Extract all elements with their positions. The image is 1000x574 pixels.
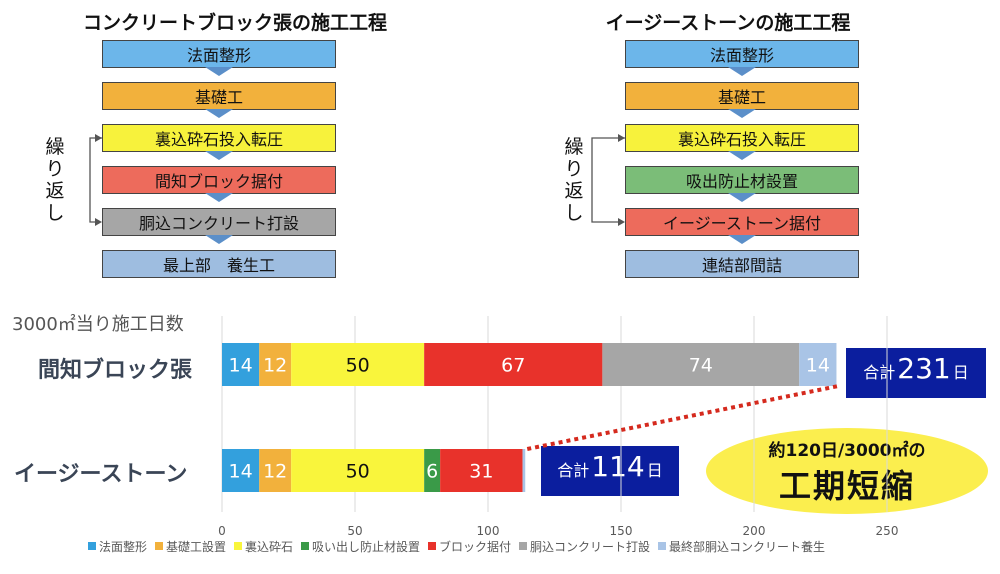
total-value: 114	[591, 450, 645, 483]
legend-swatch	[234, 542, 242, 550]
flow-title-block: コンクリートブロック張の施工工程	[82, 12, 387, 34]
flow-arrow	[205, 235, 233, 244]
legend-label: 吸い出し防止材設置	[312, 539, 420, 554]
data-label: 14	[229, 461, 253, 483]
flow-arrow	[205, 193, 233, 202]
x-tick-label: 250	[876, 524, 899, 538]
data-label: 50	[346, 355, 370, 377]
x-tick-label: 150	[610, 524, 633, 538]
data-label: 14	[229, 355, 253, 377]
repeat-label-right: 繰り返し	[564, 136, 584, 224]
callout-line-1: 約120日/3000㎡の	[768, 440, 926, 461]
flow-arrow	[205, 151, 233, 160]
total-suffix: 日	[952, 363, 969, 382]
bar-segment	[799, 343, 837, 386]
total-badge-easystone: 合計 114 日	[541, 446, 679, 496]
total-value: 231	[897, 352, 951, 385]
flow-arrow	[205, 109, 233, 118]
flow-step: 裏込砕石投入転圧	[625, 124, 859, 152]
data-label: 6	[426, 461, 438, 483]
bar-segment	[602, 343, 800, 386]
bar-segment	[291, 343, 425, 386]
x-tick-label: 50	[347, 524, 362, 538]
data-label: 67	[501, 355, 525, 377]
legend-swatch	[301, 542, 309, 550]
data-label: 74	[689, 355, 713, 377]
repeat-arrow-head	[95, 218, 102, 226]
category-label-easystone: イージーストーン	[14, 462, 188, 487]
legend-swatch	[658, 542, 666, 550]
legend-swatch	[428, 542, 436, 550]
flow-arrow	[728, 109, 756, 118]
callout-line-2: 工期短縮	[778, 466, 915, 505]
x-tick-label: 0	[218, 524, 226, 538]
legend-swatch	[155, 542, 163, 550]
repeat-arrow-head	[95, 134, 102, 142]
data-label: 12	[263, 461, 287, 483]
x-tick-label: 100	[477, 524, 500, 538]
flow-step: 連結部間詰	[625, 250, 859, 278]
x-tick-label: 200	[743, 524, 766, 538]
legend-swatch	[519, 542, 527, 550]
repeat-label-left: 繰り返し	[45, 136, 65, 224]
flow-arrow	[728, 235, 756, 244]
repeat-bracket-line	[89, 137, 102, 223]
reduction-connector	[526, 384, 839, 451]
flow-step: 基礎工	[625, 82, 859, 110]
bar-segment	[259, 449, 292, 492]
reduction-callout: 約120日/3000㎡の 工期短縮	[706, 428, 988, 514]
legend-label: 法面整形	[99, 539, 147, 554]
category-label-block: 間知ブロック張	[38, 358, 193, 383]
total-badge-block: 合計 231 日	[846, 348, 986, 398]
legend-swatch	[88, 542, 96, 550]
data-label: 50	[346, 461, 370, 483]
flow-arrow	[205, 67, 233, 76]
bar-segment	[291, 449, 425, 492]
repeat-bracket-line	[591, 137, 625, 223]
flow-step: 最上部 養生工	[102, 250, 336, 278]
flow-title-easystone: イージーストーンの施工工程	[605, 12, 851, 34]
flow-step: 裏込砕石投入転圧	[102, 124, 336, 152]
repeat-arrow-head	[618, 218, 625, 226]
bar-segment	[522, 449, 526, 492]
legend-label: ブロック据付	[439, 539, 511, 554]
data-label: 12	[263, 355, 287, 377]
bar-segment	[259, 343, 292, 386]
bar-segment	[222, 449, 260, 492]
bar-segment	[222, 343, 260, 386]
repeat-arrow-head	[618, 134, 625, 142]
data-label: 14	[806, 355, 830, 377]
legend-label: 最終部胴込コンクリート養生	[669, 539, 825, 554]
chart-title: 3000㎡当り施工日数	[12, 314, 184, 335]
flow-arrow	[728, 151, 756, 160]
total-suffix: 日	[646, 461, 663, 480]
data-label: 31	[469, 461, 493, 483]
legend-label: 基礎工設置	[166, 539, 226, 554]
bar-segment	[440, 449, 523, 492]
flow-arrow	[728, 193, 756, 202]
bar-segment	[424, 343, 603, 386]
bar-segment	[424, 449, 441, 492]
flow-step: 法面整形	[102, 40, 336, 68]
legend-label: 裏込砕石	[245, 539, 293, 554]
legend-label: 胴込コンクリート打設	[530, 539, 650, 554]
flow-arrow	[728, 67, 756, 76]
total-prefix: 合計	[557, 461, 590, 480]
